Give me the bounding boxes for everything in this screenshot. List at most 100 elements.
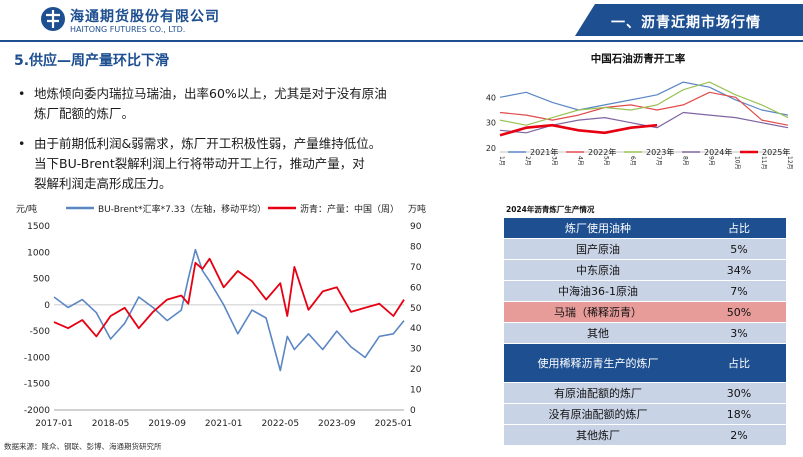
operating-rate-chart: 中国石油沥青开工率 20 30 40 1月 2月 3月 4月 5月 6月 7月 8月 9月 10月 11月… [486, 52, 793, 170]
table-row: 中海油36-1原油 7% [504, 280, 786, 302]
x-tick-label: 7月 [655, 156, 662, 166]
series-line [499, 81, 789, 126]
bullet-line: 地炼倾向委内瑞拉马瑞油，出率60%以上，尤其是对于没有原油 [34, 86, 387, 101]
table-row-highlighted: 马瑞（稀释沥青） 50% [504, 301, 786, 323]
x-tick-label: 9月 [707, 156, 714, 166]
x-tick-label: 8月 [681, 156, 688, 166]
table-cell-pct: 5% [692, 238, 786, 260]
header-divider [0, 40, 803, 42]
y-tick-label-left: -500 [30, 327, 51, 337]
table-cell-pct: 7% [692, 280, 786, 302]
table-row: 其他 3% [504, 322, 786, 344]
table-cell-name: 没有原油配额的炼厂 [504, 403, 692, 425]
y-tick-label-left: 1000 [27, 248, 50, 258]
right-axis-unit: 万吨 [408, 203, 426, 215]
series-line [499, 111, 789, 134]
x-tick-label: 2月 [524, 156, 531, 166]
x-tick-label: 12月 [786, 156, 793, 170]
y-tick-label: 30 [486, 119, 496, 128]
company-name-en: HAITONG FUTURES CO., LTD. [70, 25, 186, 34]
legend-label-red: 沥青：产量：中国（周） [300, 203, 399, 215]
series-line-crack-spread [53, 248, 405, 372]
table-header-cell: 炼厂使用油种 [504, 218, 692, 239]
bullet-line: 由于前期低利润&弱需求，炼厂开工积极性弱，产量维持低位。 [34, 136, 382, 151]
y-tick-label-right: 20 [410, 365, 422, 375]
table-cell-pct: 50% [692, 301, 786, 323]
banner-shape [575, 4, 803, 36]
x-tick-label: 2025-01 [375, 419, 413, 429]
y-tick-label-left: -1500 [24, 380, 50, 390]
refinery-production-table: 炼厂使用油种 占比 国产原油 5% 中东原油 34% 中海油36-1原油 7% … [504, 218, 786, 446]
table-cell-name: 国产原油 [504, 238, 692, 260]
table-title: 2024年沥青炼厂生产情况 [506, 205, 595, 214]
bullet-item: • 地炼倾向委内瑞拉马瑞油，出率60%以上，尤其是对于没有原油 炼厂配额的炼厂。 [18, 84, 458, 124]
x-tick-label: 4月 [577, 156, 584, 166]
bullet-list: • 地炼倾向委内瑞拉马瑞油，出率60%以上，尤其是对于没有原油 炼厂配额的炼厂。… [18, 84, 458, 204]
table-row: 国产原油 5% [504, 238, 786, 260]
legend-label: 2021年 [530, 147, 558, 157]
table-cell-name: 中海油36-1原油 [504, 280, 692, 302]
y-tick-label: 40 [486, 93, 496, 102]
section-banner: 一、沥青近期市场行情 [575, 4, 803, 36]
y-tick-label-right: 90 [410, 222, 422, 232]
table-header-cell: 占比 [692, 218, 786, 239]
y-tick-label: 20 [486, 144, 496, 153]
operating-rate-chart-title: 中国石油沥青开工率 [591, 52, 686, 65]
x-tick-label: 2018-05 [92, 419, 130, 429]
bullet-line: 炼厂配额的炼厂。 [34, 106, 135, 121]
y-tick-label-right: 50 [410, 304, 422, 314]
legend-label-blue: BU-Brent*汇率*7.33（左轴，移动平均） [98, 203, 266, 215]
x-tick-label: 1月 [498, 156, 505, 166]
section-banner-label: 一、沥青近期市场行情 [611, 15, 761, 31]
table-cell-name: 有原油配额的炼厂 [504, 382, 692, 404]
y-tick-label-right: 10 [410, 386, 422, 396]
legend-label: 2024年 [704, 147, 732, 157]
x-tick-label: 6月 [629, 156, 636, 166]
x-tick-label: 2023-09 [318, 419, 356, 429]
table-cell-name: 中东原油 [504, 259, 692, 281]
x-tick-label: 11月 [760, 156, 767, 170]
table-cell-pct: 18% [692, 403, 786, 425]
y-tick-label-left: -2000 [24, 406, 50, 416]
y-tick-label-right: 30 [410, 345, 422, 355]
data-source: 数据来源：隆众、钢联、彭博、海通期货研究所 [4, 442, 162, 451]
x-tick-label: 2021-01 [205, 419, 243, 429]
y-tick-label-right: 0 [410, 406, 416, 416]
bullet-dot-icon: • [18, 136, 26, 151]
y-tick-label-left: 500 [33, 275, 50, 285]
y-tick-label-left: -1000 [24, 353, 50, 363]
y-tick-label-right: 60 [410, 283, 422, 293]
y-tick-label-right: 40 [410, 324, 422, 334]
table-row: 中东原油 34% [504, 259, 786, 281]
table-cell-pct: 3% [692, 322, 786, 344]
y-tick-label-right: 80 [410, 242, 422, 252]
table-row: 其他炼厂 2% [504, 424, 786, 446]
company-name-cn: 海通期货股份有限公司 [70, 9, 220, 25]
company-logo-icon [41, 7, 65, 31]
legend-label: 2022年 [588, 147, 616, 157]
left-axis-unit: 元/吨 [16, 203, 37, 215]
table-cell-name: 马瑞（稀释沥青） [504, 301, 692, 323]
legend-label: 2025年 [762, 147, 790, 157]
bullet-item: • 由于前期低利润&弱需求，炼厂开工积极性弱，产量维持低位。 当下BU-Bren… [18, 134, 458, 194]
x-tick-label: 5月 [603, 156, 610, 166]
table-row: 没有原油配额的炼厂 18% [504, 403, 786, 425]
page-title: 5.供应—周产量环比下滑 [14, 53, 170, 69]
table-header-row: 炼厂使用油种 占比 [504, 218, 786, 239]
bullet-dot-icon: • [18, 86, 26, 101]
table-cell-name: 其他 [504, 322, 692, 344]
bullet-line: 裂解利润走高形成压力。 [34, 176, 172, 191]
legend-label: 2023年 [646, 147, 674, 157]
x-tick-label: 10月 [734, 156, 741, 170]
table-row: 有原油配额的炼厂 30% [504, 382, 786, 404]
x-tick-label: 2022-05 [261, 419, 299, 429]
bullet-line: 当下BU-Brent裂解利润上行将带动开工上行，推动产量，对 [34, 156, 365, 171]
table-header-cell: 使用稀释沥青生产的炼厂 [504, 343, 692, 383]
x-tick-label: 3月 [550, 156, 557, 166]
table-cell-name: 其他炼厂 [504, 424, 692, 446]
y-tick-label-right: 70 [410, 263, 422, 273]
table-header-row: 使用稀释沥青生产的炼厂 占比 [504, 343, 786, 383]
x-tick-label: 2017-01 [35, 419, 73, 429]
series-line-production [53, 257, 405, 338]
y-tick-label-left: 1500 [27, 222, 50, 232]
